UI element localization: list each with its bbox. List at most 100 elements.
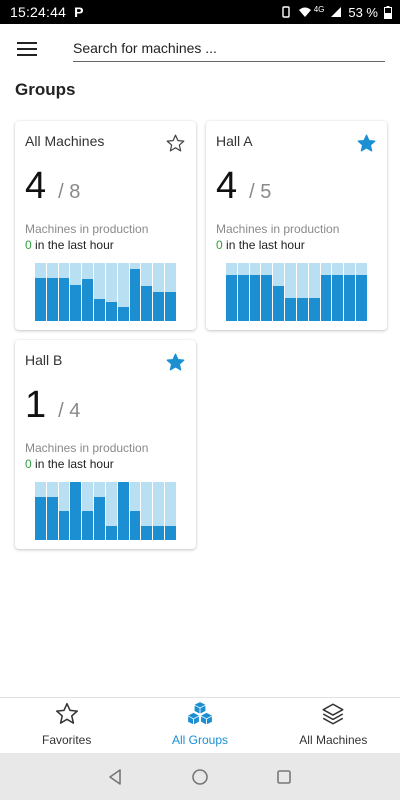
chart-bar [58, 277, 70, 321]
chart-bar-slot [165, 482, 176, 540]
chart-bar-slot [58, 482, 70, 540]
chart-bar [237, 274, 249, 321]
search-input[interactable] [73, 36, 385, 60]
production-label: Machines in production [25, 441, 149, 455]
chart-bar [249, 274, 261, 321]
status-time: 15:24:44 [10, 4, 67, 20]
vibrate-icon [281, 6, 290, 18]
chart-bar [46, 496, 58, 540]
chart-bar-slot [105, 482, 117, 540]
home-icon[interactable] [190, 767, 210, 787]
chart-bar [105, 301, 117, 321]
chart-bar-slot [165, 263, 176, 321]
chart-bar [320, 274, 332, 321]
chart-bar-slot [141, 263, 153, 321]
chart-bar [153, 525, 165, 540]
battery-level: 53 % [348, 4, 378, 20]
chart-bar-slot [153, 263, 165, 321]
chart-bar [332, 274, 344, 321]
chart-bar [35, 496, 46, 540]
signal-icon [331, 7, 342, 17]
chart-bar-slot [153, 482, 165, 540]
chart-bar [35, 277, 46, 321]
status-bar: 15:24:44 P 4G 53 % [0, 0, 400, 24]
nav-favorites-label: Favorites [41, 733, 92, 747]
chart-bar [296, 297, 308, 321]
menu-button[interactable] [17, 41, 41, 59]
system-navigation-bar [0, 753, 400, 800]
star-outline-icon[interactable] [165, 133, 186, 154]
network-type: 4G [313, 4, 325, 14]
last-hour-text: in the last hour [222, 238, 305, 252]
back-icon[interactable] [106, 767, 126, 787]
app-notification-icon: P [74, 4, 84, 20]
machine-count: 1 / 4 [25, 384, 80, 427]
chart-bar-slot [82, 263, 94, 321]
chart-bar-slot [344, 263, 356, 321]
group-name: Hall B [25, 352, 63, 368]
chart-bar [82, 279, 94, 321]
chart-bar [105, 525, 117, 540]
chart-bar-slot [105, 263, 117, 321]
search-field [73, 36, 385, 62]
recents-icon[interactable] [274, 767, 294, 787]
chart-bar [82, 511, 94, 540]
chart-bar-slot [46, 263, 58, 321]
chart-bar-slot [237, 263, 249, 321]
production-label: Machines in production [216, 222, 340, 236]
nav-all-machines-label: All Machines [299, 733, 368, 747]
menu-icon-line [17, 42, 37, 44]
chart-bar-slot [35, 263, 46, 321]
chart-bar-slot [261, 263, 273, 321]
chart-bar [46, 277, 58, 321]
last-hour-count: 0 [216, 238, 223, 252]
chart-bar-slot [117, 482, 129, 540]
group-card-hall-a[interactable]: Hall A 4 / 5 Machines in production 0 in the… [206, 121, 387, 330]
machine-count: 4 / 8 [25, 165, 80, 208]
chart-bar-slot [70, 482, 82, 540]
last-hour-status: 0 in the last hour [216, 238, 305, 252]
production-label: Machines in production [25, 222, 149, 236]
chart-bar [94, 298, 105, 321]
chart-bar-slot [249, 263, 261, 321]
chart-bar-slot [141, 482, 153, 540]
chart-bar [165, 292, 176, 321]
chart-bar [129, 511, 141, 540]
chart-bar [165, 525, 176, 540]
chart-bar-slot [129, 482, 141, 540]
group-card-hall-b[interactable]: Hall B 1 / 4 Machines in production 0 in the… [15, 340, 196, 549]
nav-all-machines[interactable]: All Machines [267, 698, 400, 753]
chart-bar-slot [117, 263, 129, 321]
chart-bar-slot [226, 263, 237, 321]
group-card-all-machines[interactable]: All Machines 4 / 8 Machines in production 0 … [15, 121, 196, 330]
chart-bar-slot [94, 263, 105, 321]
chart-bar [141, 525, 153, 540]
nav-favorites[interactable]: Favorites [0, 698, 133, 753]
machine-count: 4 / 5 [216, 165, 271, 208]
chart-bar-slot [332, 263, 344, 321]
battery-icon [384, 5, 392, 19]
chart-bar-slot [296, 263, 308, 321]
chart-bar-slot [70, 263, 82, 321]
menu-icon-line [17, 54, 37, 56]
machines-total-count: / 5 [249, 181, 272, 203]
star-filled-icon[interactable] [356, 133, 377, 154]
menu-icon-line [17, 48, 37, 50]
last-hour-text: in the last hour [31, 238, 114, 252]
last-hour-status: 0 in the last hour [25, 238, 114, 252]
nav-all-groups[interactable]: All Groups [133, 698, 266, 753]
star-outline-icon [55, 702, 78, 724]
machines-in-production-count: 4 [25, 165, 47, 207]
chart-bar [117, 306, 129, 321]
wifi-icon [298, 7, 311, 17]
layers-icon [322, 703, 344, 725]
machines-in-production-count: 1 [25, 384, 47, 426]
star-filled-icon[interactable] [165, 352, 186, 373]
chart-bar [94, 496, 105, 540]
machines-in-production-count: 4 [216, 165, 238, 207]
bottom-navigation: Favorites All Groups All [0, 697, 400, 753]
chart-bar [153, 292, 165, 321]
chart-bar [344, 274, 356, 321]
top-app-bar [0, 24, 400, 76]
last-hour-text: in the last hour [31, 457, 114, 471]
